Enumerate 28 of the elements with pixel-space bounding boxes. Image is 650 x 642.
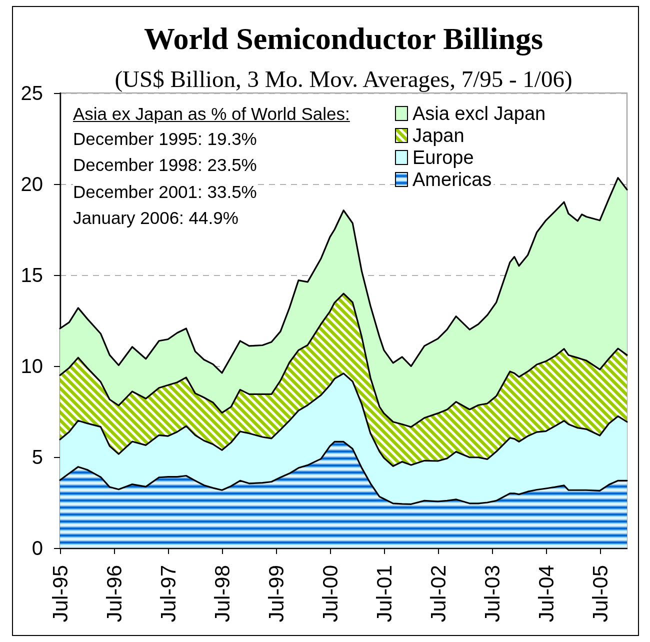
legend-label: Americas: [412, 169, 492, 190]
annotation: January 2006: 44.9%: [73, 205, 238, 232]
x-tick-label: Jul-96: [102, 565, 126, 622]
legend-label: Europe: [412, 147, 474, 168]
annotation: December 1998: 23.5%: [73, 152, 257, 178]
y-tick-label: 25: [20, 82, 43, 104]
x-tick-label: Jul-05: [588, 565, 612, 622]
chart-title: World Semiconductor Billings: [144, 21, 544, 56]
x-tick-label: Jul-00: [318, 565, 342, 622]
x-tick-label: Jul-95: [48, 565, 72, 622]
annotation: Asia ex Japan as % of World Sales:: [73, 101, 350, 128]
x-tick-label: Jul-02: [426, 565, 450, 622]
y-tick-label: 20: [20, 173, 43, 195]
legend-label: Asia excl Japan: [412, 103, 546, 124]
x-tick-label: Jul-04: [534, 564, 558, 622]
annotation: December 2001: 33.5%: [73, 178, 257, 205]
legend-label: Japan: [412, 125, 464, 146]
x-tick-label: Jul-01: [372, 565, 396, 622]
chart-subtitle: (US$ Billion, 3 Mo. Mov. Averages, 7/95 - 1/06): [114, 66, 572, 92]
x-tick-label: Jul-03: [480, 565, 504, 622]
x-tick-label: Jul-99: [264, 565, 288, 622]
y-tick-label: 10: [20, 355, 43, 377]
y-tick-label: 5: [32, 446, 43, 468]
x-tick-label: Jul-97: [156, 565, 180, 622]
annotation: December 1995: 19.3%: [73, 126, 257, 152]
y-tick-label: 0: [32, 537, 43, 559]
x-tick-label: Jul-98: [210, 565, 234, 622]
y-tick-label: 15: [20, 264, 43, 286]
